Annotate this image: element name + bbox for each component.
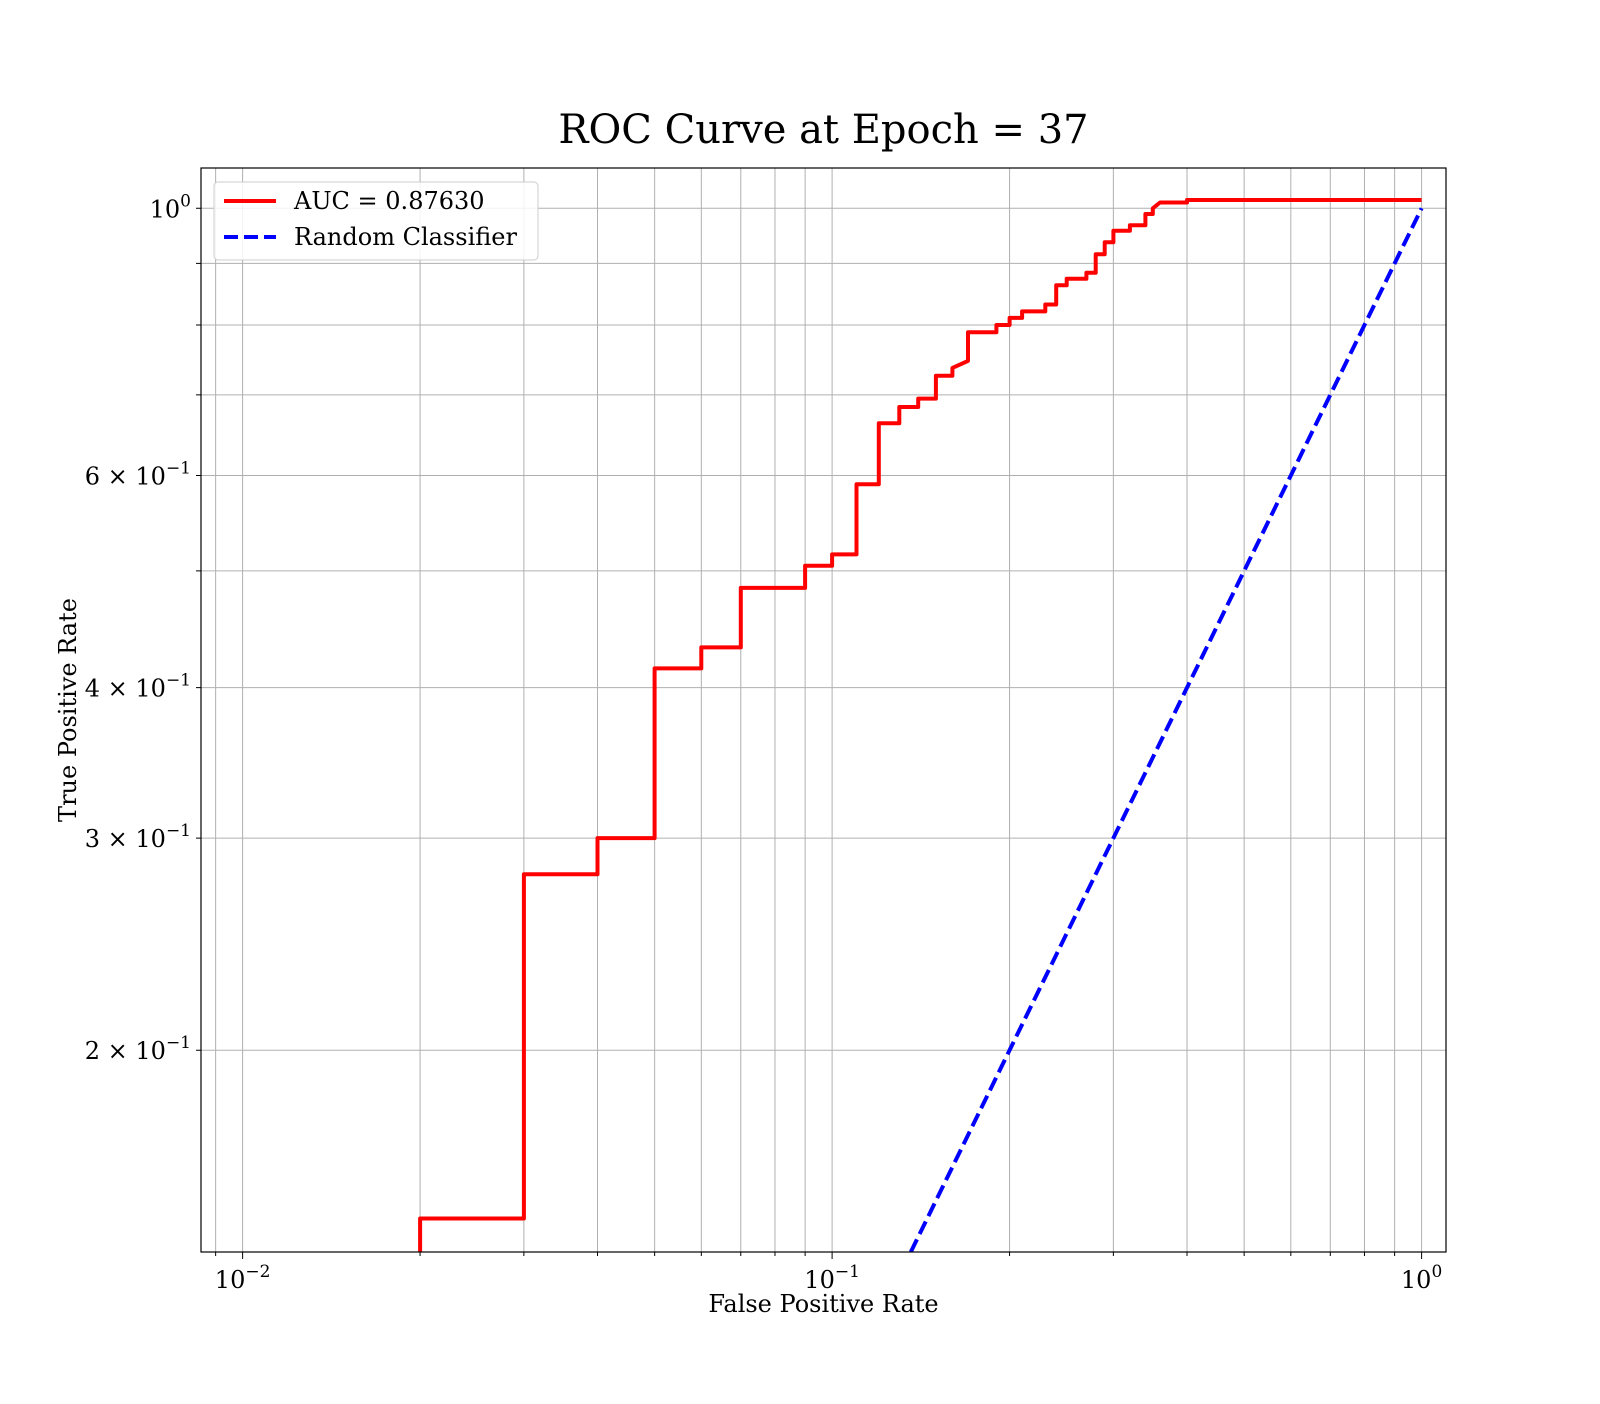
y-tick-label: 2 × 10−1 xyxy=(85,1033,191,1065)
x-tick-exponent: −1 xyxy=(835,1262,860,1282)
series-layer xyxy=(418,198,1424,1252)
y-tick-exponent: −1 xyxy=(166,671,191,691)
random-classifier-line xyxy=(909,207,1424,1252)
roc-curve-line xyxy=(418,198,1422,1252)
y-tick-label: 4 × 10−1 xyxy=(85,671,191,703)
y-axis-label: True Positive Rate xyxy=(54,598,82,822)
legend-label-random-classifier: Random Classifier xyxy=(294,223,517,251)
x-tick-label: 100 xyxy=(1401,1262,1442,1294)
y-tick-label: 100 xyxy=(150,191,191,223)
x-tick-exponent: −2 xyxy=(245,1262,270,1282)
chart-title: ROC Curve at Epoch = 37 xyxy=(558,107,1088,153)
x-tick-label: 10−2 xyxy=(215,1262,271,1294)
y-tick-base: 6 × 10 xyxy=(85,463,166,491)
y-tick-label: 3 × 10−1 xyxy=(85,821,191,853)
y-tick-base: 4 × 10 xyxy=(85,675,166,703)
x-tick-base: 10 xyxy=(1401,1266,1432,1294)
x-tick-label: 10−1 xyxy=(804,1262,860,1294)
y-tick-exponent: −1 xyxy=(166,1033,191,1053)
y-tick-exponent: −1 xyxy=(166,459,191,479)
y-tick-base: 10 xyxy=(150,195,181,223)
x-axis-label: False Positive Rate xyxy=(708,1290,938,1318)
legend: AUC = 0.87630 Random Classifier xyxy=(213,181,539,261)
legend-label-auc: AUC = 0.87630 xyxy=(293,187,485,215)
x-tick-base: 10 xyxy=(215,1266,246,1294)
grid xyxy=(201,168,1446,1252)
legend-box xyxy=(213,181,539,261)
x-tick-exponent: 0 xyxy=(1431,1262,1442,1282)
plot-frame xyxy=(200,167,1447,1253)
y-tick-exponent: −1 xyxy=(166,821,191,841)
x-tick-base: 10 xyxy=(804,1266,835,1294)
y-tick-label: 6 × 10−1 xyxy=(85,459,191,491)
y-tick-base: 2 × 10 xyxy=(85,1037,166,1065)
y-tick-exponent: 0 xyxy=(180,191,191,211)
y-tick-base: 3 × 10 xyxy=(85,825,166,853)
